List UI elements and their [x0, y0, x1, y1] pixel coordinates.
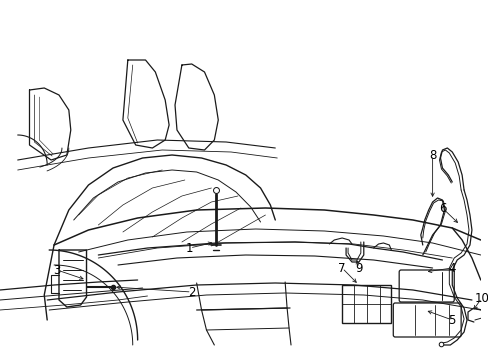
Text: 3: 3: [53, 264, 61, 276]
Text: 4: 4: [447, 261, 455, 274]
Text: 9: 9: [354, 261, 362, 274]
Text: 6: 6: [438, 202, 445, 215]
Text: 5: 5: [447, 314, 455, 327]
Text: 7: 7: [338, 261, 345, 274]
Text: 1: 1: [185, 242, 193, 255]
Text: 10: 10: [473, 292, 488, 305]
Bar: [342, 285, 390, 323]
Text: 2: 2: [187, 285, 195, 298]
Text: 8: 8: [428, 149, 435, 162]
